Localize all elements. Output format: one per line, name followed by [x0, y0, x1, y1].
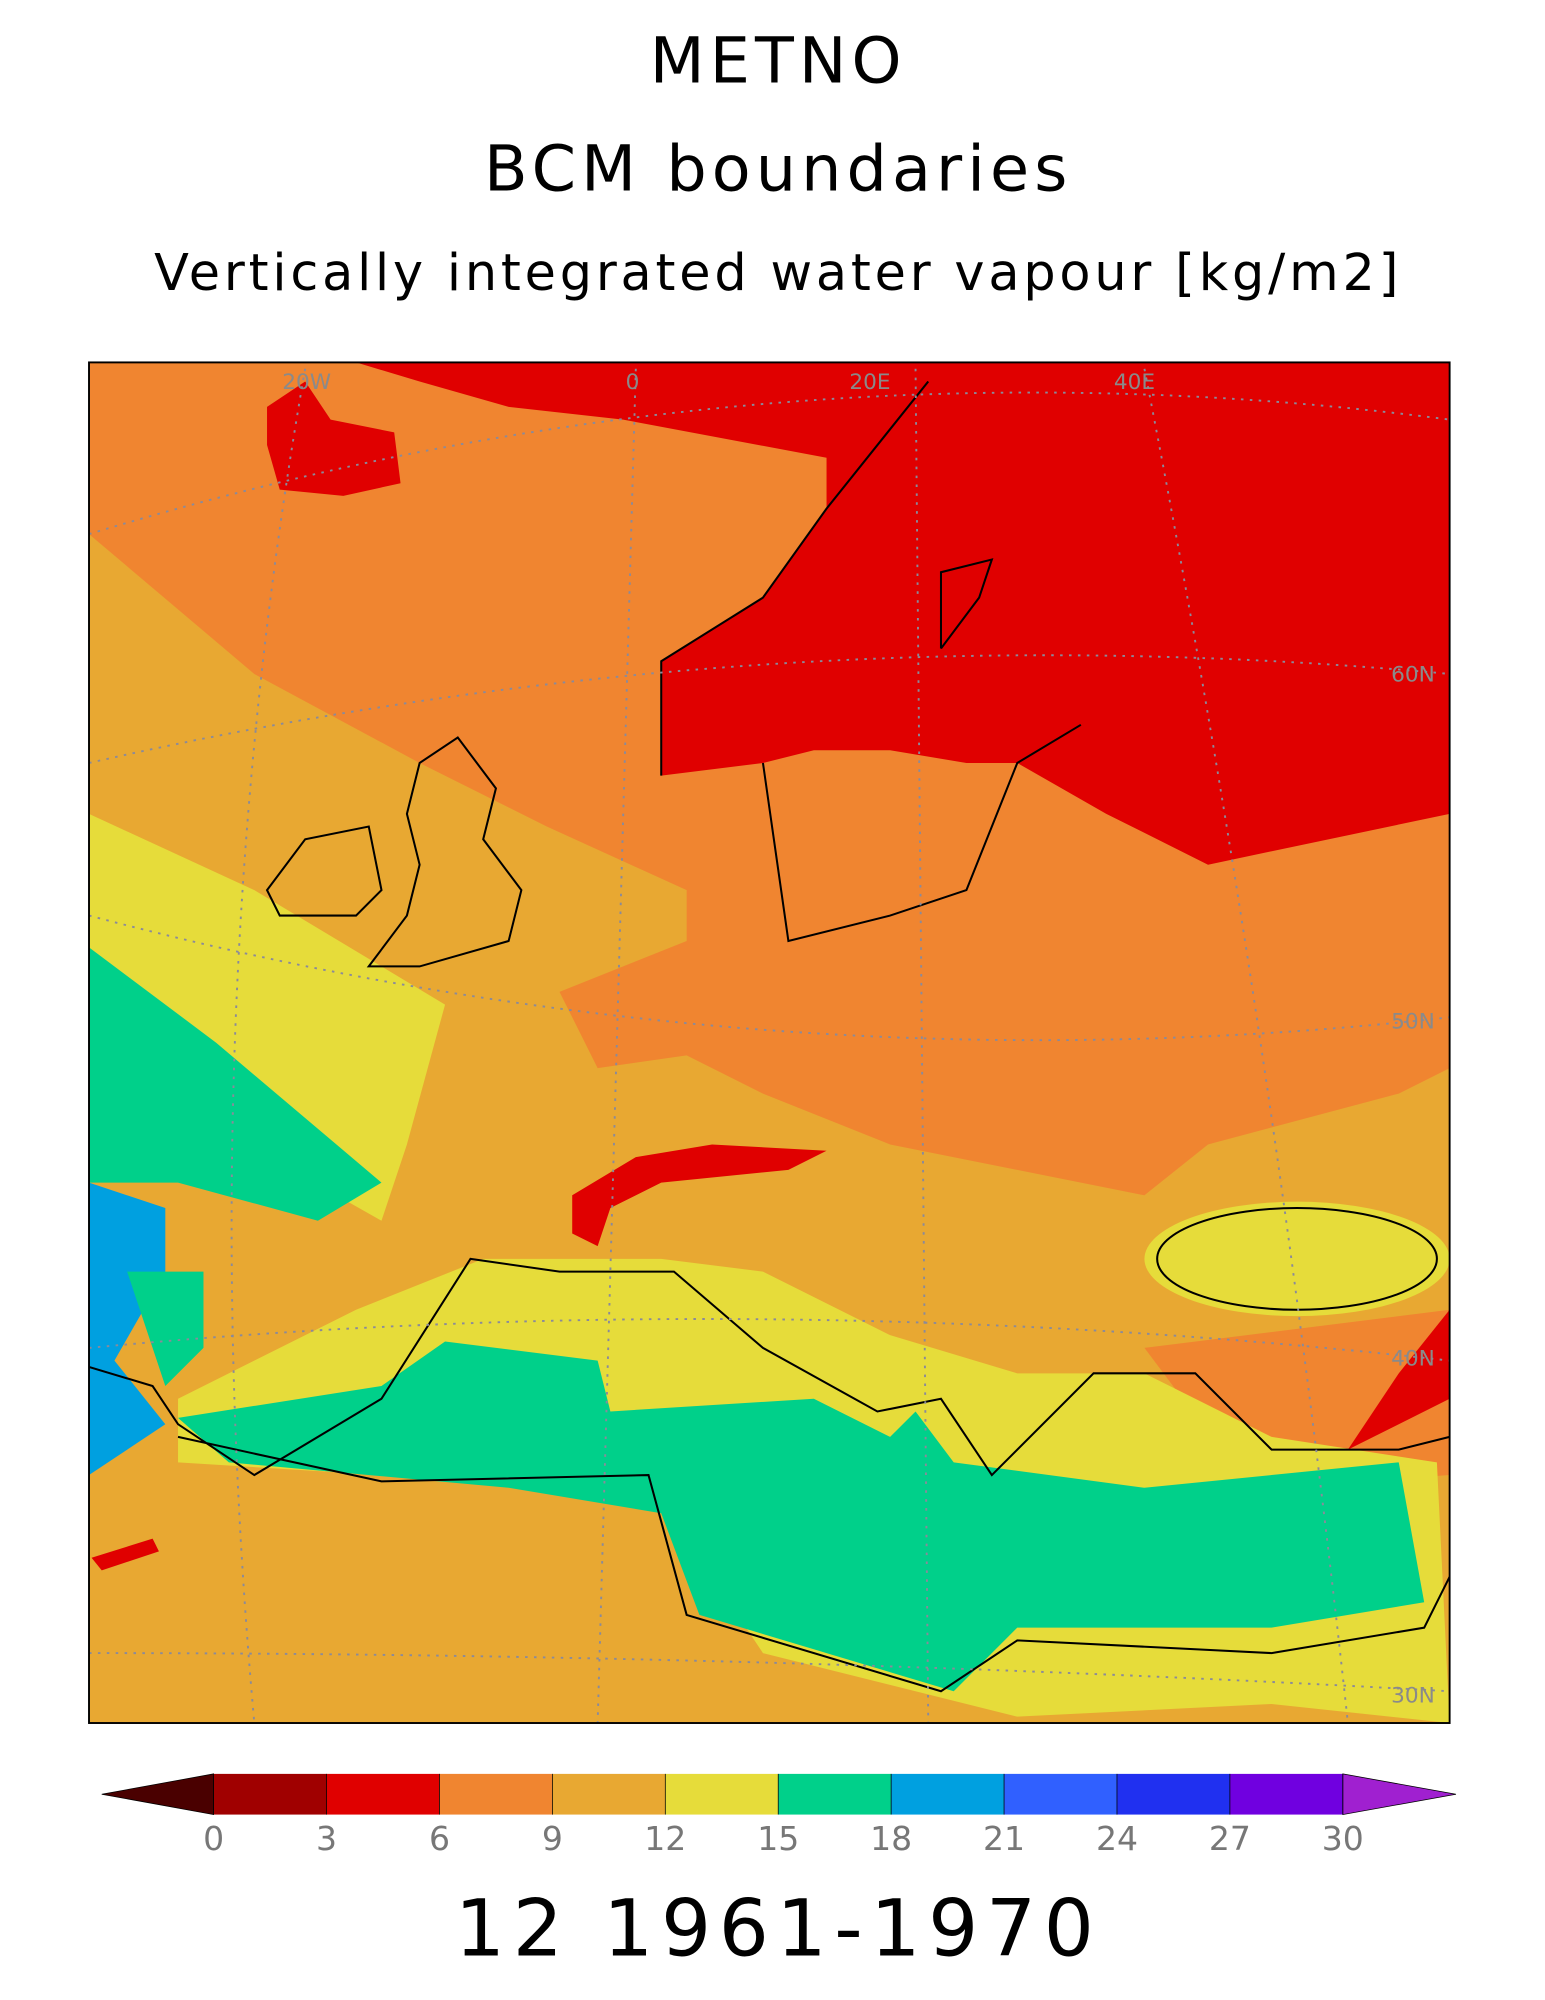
colorbar-box: [326, 1773, 440, 1815]
field-region: [1144, 1309, 1450, 1488]
colorbar-box: [1004, 1773, 1117, 1815]
coastline: [1156, 1207, 1438, 1311]
colorbar-label: 27: [1209, 1819, 1251, 1858]
field-region: [178, 1341, 1425, 1692]
colorbar: 0 3 6 9 12 15 18 21 24 27 30: [101, 1773, 1457, 1858]
title-line: Vertically integrated water vapour [kg/m…: [154, 243, 1402, 302]
field-region: [89, 813, 446, 1221]
coastline: [89, 1257, 1450, 1693]
lon-label: 20E: [849, 370, 890, 395]
figure: METNO BCM boundaries Vertically integrat…: [88, 24, 1457, 1975]
footer: 12 1961-1970: [455, 1883, 1102, 1975]
lat-label: 30N: [1391, 1684, 1435, 1709]
field-region: [356, 362, 1450, 865]
lon-label: 40E: [1114, 370, 1155, 395]
colorbar-label: 3: [316, 1819, 337, 1858]
lat-label: 60N: [1391, 663, 1435, 688]
field-region: [1144, 1201, 1450, 1317]
colorbar-label: 15: [757, 1819, 799, 1858]
colorbar-arrow: [101, 1773, 215, 1816]
colorbar-box: [665, 1773, 779, 1815]
colorbar-box: [1116, 1773, 1230, 1815]
colorbar-box: [439, 1773, 553, 1815]
colorbar-label: 24: [1096, 1819, 1138, 1858]
field-region: [1347, 1309, 1450, 1450]
lat-labels: 60N 50N 40N 30N: [1391, 663, 1435, 1709]
graticule: [89, 368, 1450, 1724]
colorbar-label: 0: [203, 1819, 224, 1858]
colorbar-label: 6: [429, 1819, 450, 1858]
title-line: BCM boundaries: [484, 132, 1072, 206]
field-region: [89, 1182, 166, 1476]
field-region: [91, 1538, 159, 1571]
lon-label: 20W: [282, 370, 331, 395]
field-region: [267, 381, 401, 496]
lat-label: 50N: [1391, 1010, 1435, 1035]
colorbar-label: 21: [983, 1819, 1025, 1858]
colorbar-label: 18: [870, 1819, 912, 1858]
field-region: [572, 1144, 827, 1247]
lon-labels: 20W 0 20E 40E: [282, 370, 1155, 395]
map-field: 20W 0 20E 40E 60N 50N 40N 30N: [89, 362, 1450, 1724]
colorbar-label: 9: [542, 1819, 563, 1858]
title-line: METNO: [650, 24, 907, 98]
colorbar-box: [778, 1773, 892, 1815]
lon-label: 0: [626, 370, 640, 395]
coastline: [265, 736, 523, 968]
lat-label: 40N: [1391, 1347, 1435, 1372]
field-region: [89, 947, 382, 1221]
colorbar-box: [1229, 1773, 1343, 1815]
colorbar-box: [891, 1773, 1005, 1815]
colorbar-box: [213, 1773, 327, 1815]
colorbar-arrow: [1342, 1773, 1457, 1816]
colorbar-box: [552, 1773, 666, 1815]
coastline: [660, 380, 1082, 943]
colorbar-label: 12: [644, 1819, 686, 1858]
map-frame: [88, 361, 1451, 1724]
colorbar-label: 30: [1322, 1819, 1364, 1858]
field-region: [127, 1271, 204, 1387]
